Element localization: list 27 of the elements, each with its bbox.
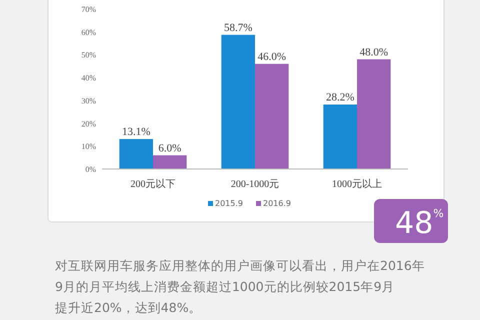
legend-label: 2015.9 [215, 199, 243, 208]
text: 对互联网用车服务应用整体的用户画像可以看出，用户在2016年9月的月平均线上消费金额超过1000元的比例较2015年9月提升近20%，达到48%。 [55, 258, 425, 315]
y-tick-label: 30% [81, 96, 96, 106]
bar [221, 34, 255, 169]
y-tick-label: 0% [85, 165, 96, 174]
y-tick-label: 60% [81, 28, 96, 37]
y-tick-label: 10% [81, 142, 96, 152]
text: 48.0% [360, 46, 388, 58]
y-tick-label: 50% [81, 50, 96, 60]
bar [357, 59, 391, 169]
x-tick-label: 1000元以上 [332, 178, 382, 190]
legend-label: 2016.9 [263, 199, 291, 208]
y-tick-label: 20% [81, 119, 96, 128]
y-tick-label: 40% [81, 74, 96, 83]
x-tick-label: 200-1000元 [230, 179, 280, 190]
bar [255, 64, 289, 169]
text: 58.7% [224, 22, 252, 34]
bar [153, 155, 187, 169]
x-tick-label: 200元以下 [130, 178, 176, 190]
text: 13.1% [122, 126, 150, 138]
text: 46.0% [258, 50, 286, 63]
text: 48$^{%}$ [395, 206, 444, 241]
text: 6.0% [158, 142, 182, 154]
bar [119, 139, 153, 169]
text: 28.2% [326, 92, 354, 104]
bar [323, 104, 357, 169]
y-tick-label: 70% [81, 5, 96, 14]
